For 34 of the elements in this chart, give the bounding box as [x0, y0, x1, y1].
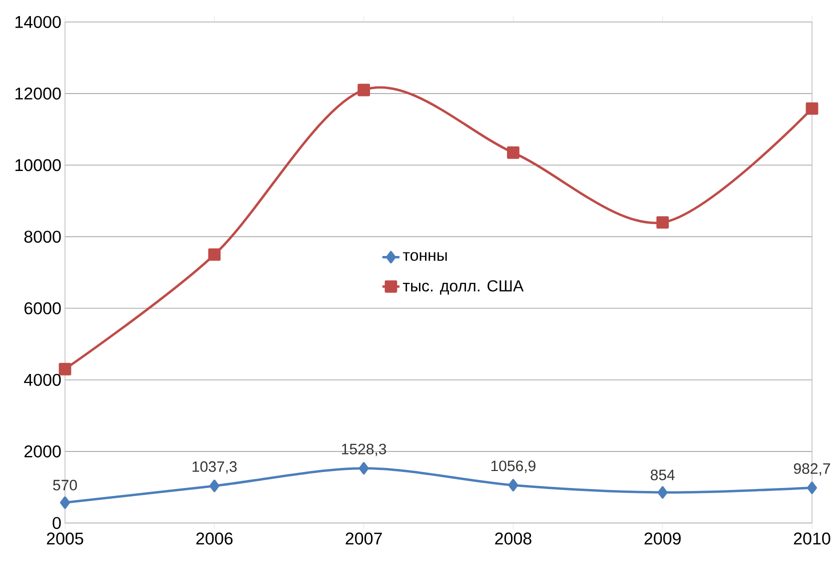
point [60, 496, 70, 509]
point [508, 478, 518, 492]
y-tick-label: 2000 [24, 445, 61, 458]
data-label: 1528,3 [342, 444, 386, 456]
data-label: 1056,9 [491, 460, 536, 473]
y-tick-label: 0 [52, 516, 61, 530]
data-label: 854 [650, 470, 675, 480]
data-label: 982,7 [794, 463, 830, 476]
y-tick-label: 14000 [16, 16, 61, 28]
point [658, 486, 668, 499]
data-label: 1037,3 [192, 461, 237, 474]
point [208, 248, 221, 261]
point [209, 480, 220, 492]
x-tick-label: 2007 [346, 532, 382, 545]
point [807, 482, 817, 494]
y-tick-label: 10000 [16, 159, 61, 172]
point [58, 362, 72, 376]
point [656, 216, 669, 229]
x-tick-label: 2009 [644, 532, 681, 545]
data-label: 570 [53, 480, 77, 490]
y-tick-label: 8000 [24, 230, 61, 243]
legend-label: тыс. долл. США [402, 280, 524, 295]
point [358, 462, 369, 475]
point [358, 84, 370, 96]
x-tick-label: 2010 [794, 532, 830, 545]
y-tick-label: 4000 [24, 374, 61, 386]
point [507, 146, 520, 159]
x-tick-label: 2008 [495, 532, 532, 545]
legend-label: тонны [402, 252, 447, 261]
x-tick-label: 2005 [46, 532, 84, 545]
x-tick-label: 2006 [196, 532, 233, 545]
y-tick-label: 12000 [16, 88, 61, 100]
y-tick-label: 6000 [24, 302, 61, 314]
point [806, 102, 818, 115]
